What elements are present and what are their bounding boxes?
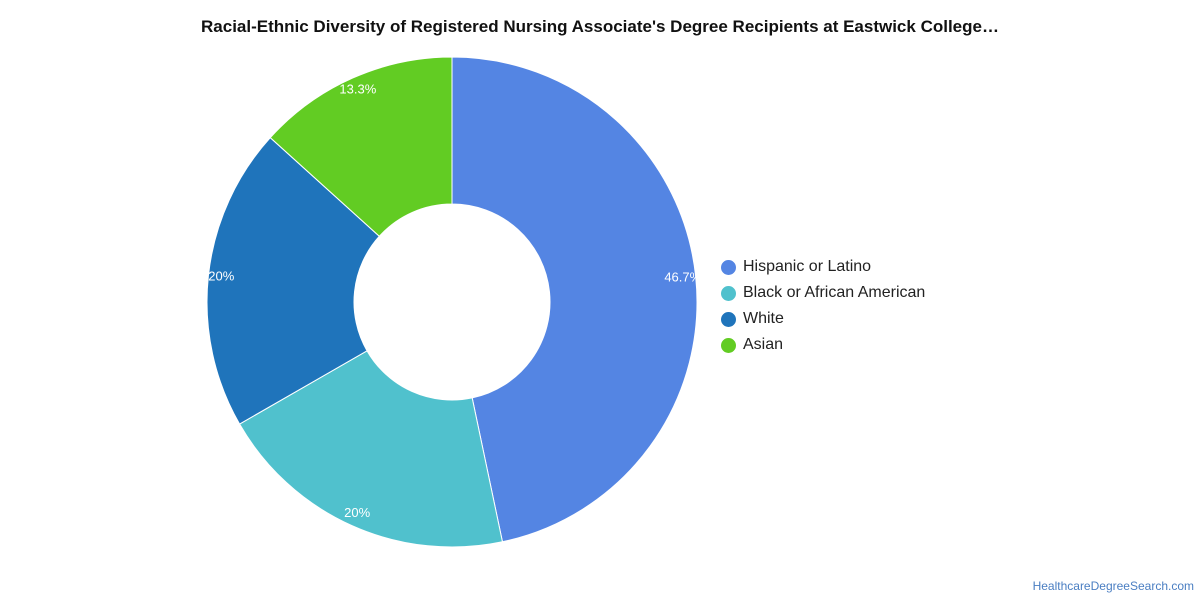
legend-item-white[interactable]: White: [721, 306, 925, 332]
legend-swatch: [721, 311, 736, 327]
legend-label: Hispanic or Latino: [743, 258, 872, 275]
slice-hispanic-or-latino[interactable]: [451, 56, 698, 543]
legend-item-asian[interactable]: Asian: [721, 332, 925, 358]
donut-slices: [206, 56, 698, 548]
legend-swatch: [721, 285, 736, 301]
legend-item-black-or-african-american[interactable]: Black or African American: [721, 280, 925, 306]
data-label-black-or-african-american: 20%: [344, 505, 370, 520]
chart-legend: Hispanic or Latino Black or African Ameri…: [721, 254, 925, 358]
legend-label: Black or African American: [743, 284, 926, 301]
legend-label: Asian: [743, 336, 784, 353]
legend-swatch: [721, 337, 736, 353]
slice-white[interactable]: [206, 136, 381, 425]
legend-swatch: [721, 259, 736, 275]
data-label-hispanic-or-latino: 46.7%: [664, 269, 701, 284]
data-label-white: 20%: [208, 269, 234, 284]
chart-title: Racial-Ethnic Diversity of Registered Nu…: [201, 17, 999, 36]
slice-asian[interactable]: [269, 56, 453, 237]
source-link[interactable]: HealthcareDegreeSearch.com: [1032, 579, 1194, 593]
legend-label: White: [743, 310, 784, 327]
legend-item-hispanic-or-latino[interactable]: Hispanic or Latino: [721, 254, 925, 280]
data-label-asian: 13.3%: [339, 81, 376, 96]
donut-data-labels: 46.7% 20% 20% 13.3%: [208, 81, 701, 520]
slice-black-or-african-american[interactable]: [238, 350, 504, 548]
